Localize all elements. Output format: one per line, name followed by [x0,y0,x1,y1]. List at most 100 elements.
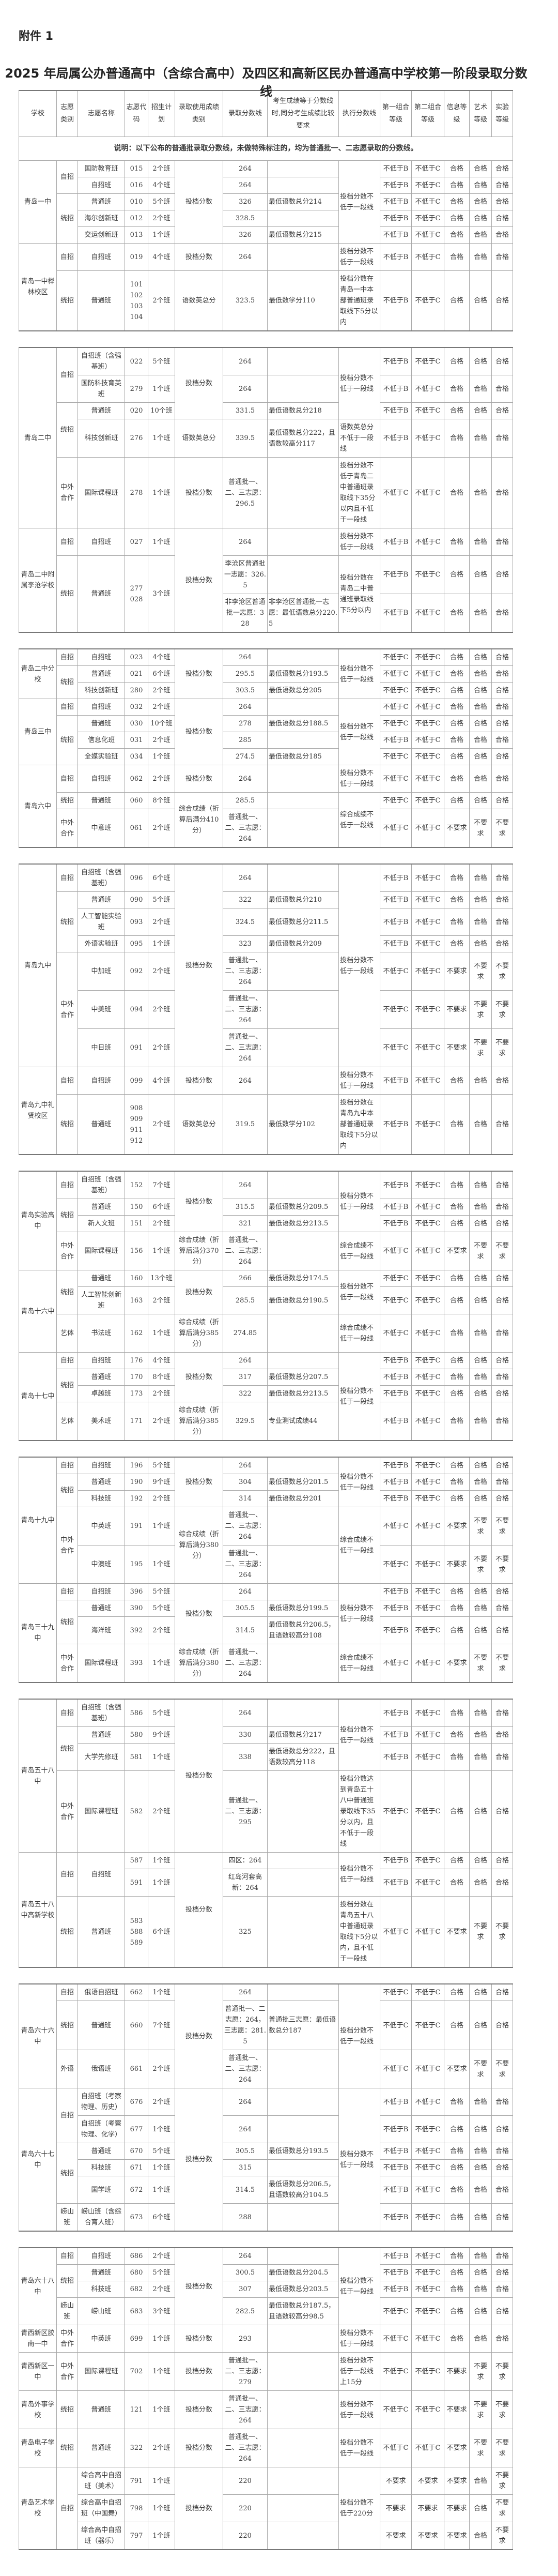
score-cell: 264 [223,375,268,403]
info-grade-cell: 不要求 [444,2522,470,2550]
table-row: 中澳班 195 1个班 普通批一、二、三志愿：264 不低于C 不低于C 不要求 不要求 不要求 [19,1545,513,1584]
art-grade-cell: 合格 [469,1270,492,1287]
exec-line-cell: 投档分数不低于一段线 [338,1352,380,1441]
table-row: 中外合作 国际课程班 582 2个班 普通批一、二、三志愿：295 投档分数达到青岛五十八… [19,1770,513,1853]
group1-grade-cell: 不低于C [380,765,412,793]
group2-grade-cell: 不低于C [411,2264,444,2281]
plan-cell: 1个班 [148,2467,175,2495]
art-grade-cell: 合格 [469,243,492,271]
table-header-row: 学校 志愿类别 志愿名称 志愿代码 招生计划 录取使用成绩类别 录取分数线 考生成绩等于分数线… [19,90,513,137]
table-row: 崂山班 崂山班（含综合育人班） 673 6个班 288 不低于B 不低于C 合格 合格 合格 [19,2203,513,2232]
score-type-cell: 投档分数 [175,1270,223,1314]
art-grade-cell: 合格 [469,648,492,666]
table-row: 中日班 091 2个班 普通批一、二、三志愿：264 不低于C 不低于C 不要求 不要求 不要求 [19,1028,513,1067]
group2-grade-cell: 不低于C [411,419,444,458]
score-cell: 319.5 [223,1094,268,1155]
info-grade-cell: 合格 [444,1726,470,1744]
name-cell: 国际课程班 [78,1232,125,1270]
score-cell: 323.5 [223,270,268,331]
name-cell: 中英班 [78,2325,125,2353]
table-row: 青岛一中 自招 国防教育班 015 2个班 投档分数 264 投档分数不低于一段线 不低于B 不低… [19,160,513,244]
code-cell: 012 [125,210,148,227]
code-cell: 099 [125,1067,148,1095]
score-cell: 285 [223,732,268,749]
code-cell: 670 [125,2143,148,2160]
score-type-cell: 综合成绩（折算后满分385分） [175,1402,223,1441]
group2-grade-cell: 不低于C [411,2143,444,2160]
exp-grade-cell: 合格 [491,555,513,594]
score-cell: 303.5 [223,682,268,699]
exec-line-cell: 语数英总分不低于一段线 [338,419,380,458]
group2-grade-cell: 不低于C [411,1402,444,1441]
art-grade-cell: 合格 [469,863,492,892]
name-cell: 普通班 [78,891,125,908]
table-row: 青岛十七中 自招 自招班 176 4个班 投档分数 264 投档分数不低于一段线 不低于B 不低于… [19,1352,513,1441]
info-grade-cell: 合格 [444,160,470,177]
code-cell: 121 [125,2390,148,2429]
score-cell: 普通批一、二、三志愿：264 [223,2390,268,2429]
table-row: 青岛外事学校 统招 普通班 121 1个班 投档分数 普通批一、二、三志愿：264 投档分数不… [19,2390,513,2429]
exec-line-cell: 投档分数在青岛五十八中普通班录取线下5分以内，且不低于一段线 [338,1896,380,1968]
group2-grade-cell: 不低于C [411,193,444,210]
art-grade-cell: 不要求 [469,1028,492,1067]
score-type-cell: 投档分数 [175,1699,223,1853]
info-grade-cell: 合格 [444,1314,470,1353]
info-grade-cell: 合格 [444,1094,470,1155]
plan-cell: 3个班 [148,555,175,633]
info-grade-cell: 合格 [444,682,470,699]
name-cell: 自招班 [78,1457,125,1474]
exp-grade-cell: 不要求 [491,1507,513,1545]
info-grade-cell: 合格 [444,748,470,765]
tie-rule-cell: 最低语数总分217 [267,1726,339,1744]
tie-rule-cell [267,2159,339,2176]
group1-grade-cell: 不低于B [380,1385,412,1402]
group1-grade-cell: 不低于B [380,594,412,633]
exec-line-cell: 投档分数不低于一段线 [338,1171,380,1232]
score-type-cell: 投档分数 [175,2325,223,2353]
exp-grade-cell: 合格 [491,2176,513,2204]
tie-rule-cell [267,699,339,716]
exec-line-cell: 投档分数不低于一段线 [338,1067,380,1095]
art-grade-cell: 合格 [469,732,492,749]
name-cell: 科技班 [78,2159,125,2176]
plan-cell: 7个班 [148,1171,175,1199]
code-cell: 196 [125,1457,148,1474]
score-type-cell: 投档分数 [175,160,223,244]
exp-grade-cell: 不要求 [491,1028,513,1067]
group1-grade-cell: 不低于C [380,1314,412,1353]
tie-rule-cell [267,1896,339,1968]
info-grade-cell: 合格 [444,935,470,952]
exp-grade-cell: 合格 [491,2088,513,2116]
name-cell: 自招班（含强基班） [78,1171,125,1199]
name-cell: 普通班 [78,1600,125,1617]
plan-cell: 2个班 [148,2088,175,2116]
group2-grade-cell: 不低于C [411,908,444,936]
art-grade-cell: 合格 [469,2203,492,2232]
plan-cell: 10个班 [148,402,175,419]
exp-grade-cell: 合格 [491,765,513,793]
exp-grade-cell: 合格 [491,792,513,809]
plan-cell: 2个班 [148,952,175,991]
table-row: 中外合作 中英班 191 1个班 综合成绩（折算后满分380分） 普通批一、二、三志愿：2… [19,1507,513,1584]
table-row: 卓越班 173 2个班 322 最低语数总分213.5 不低于B 不低于C 合格 合格 合格 [19,1385,513,1402]
info-grade-cell: 合格 [444,177,470,194]
code-cell: 190 [125,1474,148,1491]
tie-rule-cell [267,555,339,594]
score-type-cell: 投档分数 [175,1983,223,2088]
score-cell: 331.5 [223,402,268,419]
score-cell: 285.5 [223,1286,268,1314]
exp-grade-cell: 合格 [491,1699,513,1727]
plan-cell: 2个班 [148,682,175,699]
art-grade-cell: 合格 [469,935,492,952]
exp-grade-cell: 合格 [491,648,513,666]
group1-grade-cell: 不低于B [380,1852,412,1869]
exp-grade-cell: 合格 [491,2297,513,2325]
exp-grade-cell: 不要求 [491,2467,513,2495]
art-grade-cell: 合格 [469,402,492,419]
group2-grade-cell: 不低于C [411,1616,444,1644]
type-cell: 统招 [56,555,78,633]
score-type-cell: 综合成绩（折算后满分380分） [175,1644,223,1683]
art-grade-cell: 合格 [469,2143,492,2160]
group2-grade-cell: 不低于C [411,1270,444,1287]
table-row: 统招 普通班 670 5个班 305.5 最低语数总分193.5 不低于B 不低于C 合格 合格合… [19,2143,513,2204]
